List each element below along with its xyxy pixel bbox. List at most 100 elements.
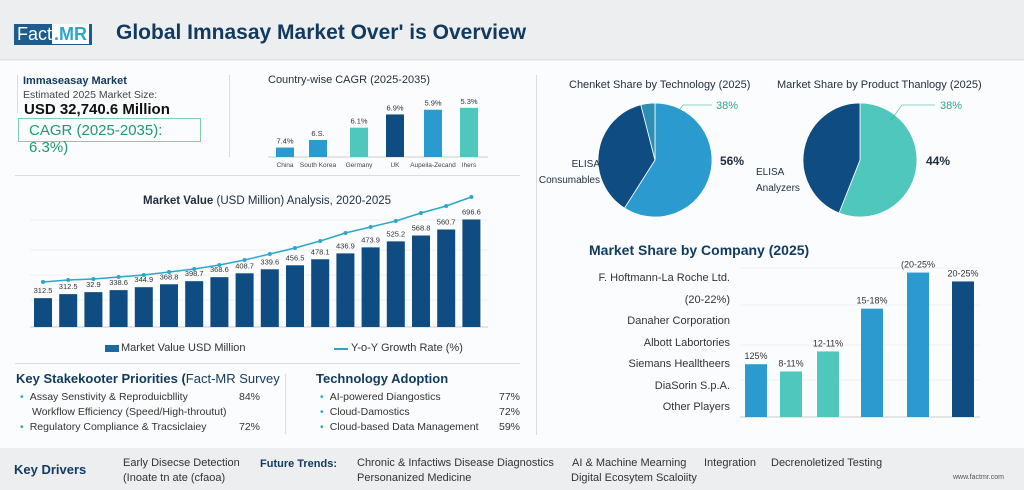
list-item-label: Cloud-based Data Management xyxy=(320,420,479,435)
pie1-label-56: 56% xyxy=(720,154,745,168)
market-bar-label: 312.5 xyxy=(59,282,78,291)
pie1-slice xyxy=(623,102,713,218)
market-size: USD 32,740.6 Million xyxy=(24,101,170,118)
growth-point xyxy=(192,267,197,271)
growth-point xyxy=(469,195,474,199)
priorities-title-main: Key Stakekooter Priorities ( xyxy=(16,371,186,386)
growth-point xyxy=(293,246,297,250)
market-bar-label: 398.7 xyxy=(185,269,204,278)
market-bar-label: 436.9 xyxy=(336,241,355,250)
company-category-label: Other Players xyxy=(662,401,730,413)
company-bar-label: 125% xyxy=(744,351,767,361)
market-bar-label: 478.1 xyxy=(311,247,330,256)
country-bar xyxy=(460,107,478,157)
pie2-title: Market Share by Product Thanlogy (2025) xyxy=(777,79,982,91)
market-bar xyxy=(160,284,178,327)
company-category-label: Albott Labortories xyxy=(643,336,730,349)
legend-line-swatch xyxy=(334,348,348,350)
list-item: Workflow Efficiency (Speed/High-throutut… xyxy=(20,405,260,420)
trend-4: Digital Ecosytem Scaloiity xyxy=(571,472,697,484)
legend-growth: Y-o-Y Growth Rate (%) xyxy=(351,342,463,354)
market-bar xyxy=(286,265,304,327)
growth-point xyxy=(217,263,222,267)
company-categories: F. Hoftmann-La Roche Ltd. (20-22%) Danaher… xyxy=(560,268,730,419)
company-bar xyxy=(952,281,974,417)
market-bar xyxy=(336,253,355,327)
key-drivers-label: Key Drivers xyxy=(14,462,87,477)
market-bar-label: 408.7 xyxy=(235,261,254,270)
list-item: Assay Senstivity & Reproduicbllity 84% xyxy=(20,390,260,405)
market-bar xyxy=(412,235,430,327)
list-item-value: 59% xyxy=(498,421,520,433)
list-item: Cloud-based Data Management 59% xyxy=(320,420,520,435)
divider xyxy=(17,75,18,113)
company-category-label: (20-22%) xyxy=(684,293,730,306)
pie2-label-44: 44% xyxy=(926,154,951,168)
market-bar-label: 339.6 xyxy=(260,257,279,266)
market-bar-label: 344.9 xyxy=(134,275,153,284)
trend-3: AI & Machine Mearning xyxy=(572,457,687,469)
market-bar xyxy=(361,247,380,327)
market-bar xyxy=(84,292,103,327)
adoption-title: Technology Adoption xyxy=(316,371,449,386)
divider xyxy=(15,363,520,364)
country-bar xyxy=(309,139,327,157)
market-sub: Estimated 2025 Market Size: xyxy=(23,89,158,101)
company-category-label: Siemans Healltheers xyxy=(628,358,731,370)
growth-point xyxy=(368,225,373,229)
market-bar-label: 338.6 xyxy=(109,278,128,287)
priorities-title-light: Fact-MR Survey xyxy=(185,371,280,386)
footer: Key Drivers Early Disecse Detection (Ino… xyxy=(0,448,1024,490)
cagr-badge: CAGR (2025-2035): 6.3%) xyxy=(18,118,201,156)
company-bar xyxy=(780,371,802,417)
market-bar xyxy=(260,269,279,327)
country-bar-label: 5.3% xyxy=(460,97,477,106)
pie1-label-38: 38% xyxy=(716,100,739,112)
market-bar xyxy=(311,259,330,327)
market-bar-label: 368.6 xyxy=(210,265,229,274)
pie1-leader xyxy=(671,104,712,121)
growth-point xyxy=(91,277,96,281)
country-tick-label: Germany xyxy=(346,162,373,169)
logo-suffix: .MR xyxy=(52,24,90,44)
country-tick-label: South Korea xyxy=(300,162,337,169)
list-item-label: Cloud-Damostics xyxy=(320,405,410,420)
country-bar xyxy=(350,127,368,157)
market-bar xyxy=(185,281,204,327)
growth-point xyxy=(141,273,146,277)
market-bar xyxy=(59,294,78,327)
list-item-label: AI-powered Diangostics xyxy=(320,390,441,405)
market-bar xyxy=(386,241,405,327)
market-bar-label: 32.9 xyxy=(86,280,101,289)
country-bar-label: 6.1% xyxy=(350,117,367,126)
growth-point xyxy=(267,252,272,256)
market-bar-label: 368.8 xyxy=(160,272,179,281)
pie1-label-elisa: ELISA Consumables xyxy=(538,159,600,186)
company-bar-label: 8-11% xyxy=(778,358,803,368)
pie1-title: Chenket Share by Technology (2025) xyxy=(569,79,751,91)
legend-market-value: Market Value USD Million xyxy=(121,342,246,354)
trend-5: Integration xyxy=(704,457,756,469)
website-link[interactable]: www.factmr.com xyxy=(953,474,1004,481)
company-category-label: F. Hoftmann-La Roche Ltd. xyxy=(598,272,730,284)
company-bar xyxy=(817,351,839,417)
growth-point xyxy=(343,231,348,235)
company-bar xyxy=(907,272,929,417)
priorities-list: Assay Senstivity & Reproduicbllity 84% Wor… xyxy=(20,390,260,435)
list-item-label: Assay Senstivity & Reproduicbllity xyxy=(20,390,188,405)
pie2-label-38: 38% xyxy=(940,100,963,112)
list-item-value: 84% xyxy=(238,391,260,403)
growth-point xyxy=(41,280,45,284)
growth-point xyxy=(393,219,398,223)
list-item: AI-powered Diangostics 77% xyxy=(320,390,520,405)
pie2-slice xyxy=(838,102,918,218)
divider xyxy=(536,75,537,435)
list-item: Regulatory Compliance & Tracsiclaiey 72% xyxy=(20,420,260,435)
list-item-value: 77% xyxy=(498,391,520,403)
list-item-label: Regulatory Compliance & Tracsiclaiey xyxy=(20,420,207,435)
page-title: Global Imnasay Market Over' is Overview xyxy=(116,21,527,44)
company-category-label: DiaSorin S.p.A. xyxy=(654,379,730,392)
list-item-value: 72% xyxy=(498,406,520,418)
market-bar xyxy=(235,273,254,327)
divider xyxy=(229,75,230,157)
